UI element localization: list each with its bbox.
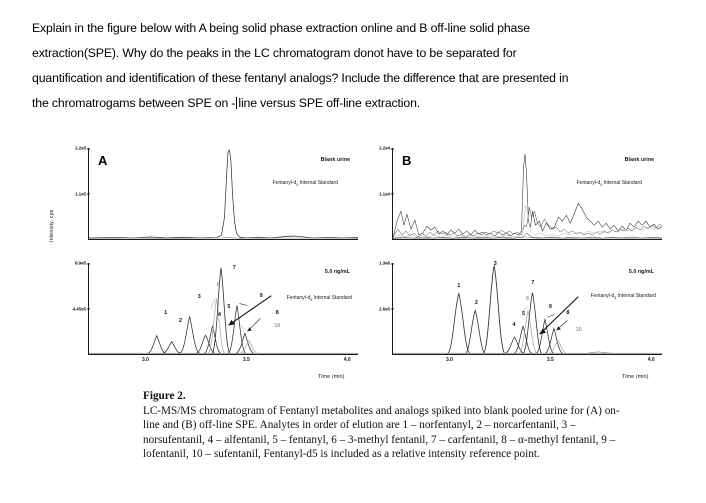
panel-a-online-spe: 2.2e5 1.1e5 A Blank urine Fentanyl-d5 In… [60, 146, 359, 381]
panel-a-peak-label-9: 9 [259, 293, 263, 300]
panel-b-spiked-traces [393, 264, 662, 354]
panel-a-blank-urine-subplot: 2.2e5 1.1e5 A Blank urine Fentanyl-d5 In… [60, 146, 359, 256]
figure-caption: Figure 2. LC-MS/MS chromatogram of Fenta… [143, 389, 623, 462]
panel-a-spiked-ytick-max: 8.9e5 [75, 261, 90, 266]
panel-b-spiked-subplot: 1.3e6 2.6e5 5.0 ng/mL Fentanyl-d5 Intern… [364, 261, 662, 371]
panel-a-peak-label-1: 1 [164, 310, 168, 317]
panel-b-offline-spe: 2.2e4 1.1e4 B Blank urine Fentanyl-d5 In… [364, 146, 663, 381]
panel-b-peak-label-2: 2 [474, 300, 478, 307]
question-line-1: Explain in the figure below with A being… [32, 21, 530, 35]
panel-a-peak-label-10: 10 [274, 323, 281, 330]
panel-b-blank-urine-label: Blank urine [624, 157, 654, 163]
panel-b-peak-label-8: 8 [566, 310, 570, 317]
panel-b-blank-ytick-mid: 1.1e4 [379, 191, 394, 196]
panel-a-xtick-4-0: 4.0 [343, 357, 351, 363]
panel-b-peak-label-7: 7 [531, 280, 535, 287]
text-cursor [236, 97, 238, 109]
panel-b-spiked-ytick-max: 1.3e6 [379, 261, 394, 266]
panel-a-blank-trace [88, 149, 359, 239]
panel-a-peak-label-8: 8 [275, 310, 279, 317]
panel-b-spiked-plot-frame: 1.3e6 2.6e5 5.0 ng/mL Fentanyl-d5 Intern… [379, 261, 662, 363]
panel-a-spiked-internal-standard-label: Fentanyl-d5 Internal Standard [286, 295, 352, 302]
panel-a-spiked-subplot: 8.9e5 4.45e5 5.0 ng/mL Fentanyl-d5 Inter… [60, 261, 358, 371]
panel-b-blank-plot-frame: 2.2e4 1.1e4 B Blank urine Fentanyl-d5 In… [379, 146, 663, 240]
panel-a-xtick-3-5: 3.5 [242, 357, 250, 363]
panel-a-peak-label-6: 6 [216, 282, 220, 289]
question-line-4: the chromatrogams between SPE on - line v… [32, 91, 680, 116]
panel-b-peak-label-4: 4 [512, 322, 516, 329]
panel-b-xtick-3-0: 3.0 [446, 357, 453, 363]
question-line-4-pre: the chromatrogams between SPE on - [32, 96, 236, 110]
panel-a-peak-label-4: 4 [217, 312, 221, 319]
panel-b-peak-label-6: 6 [526, 295, 529, 302]
question-line-4-post: line versus SPE off-line extraction. [238, 96, 421, 110]
panel-a-peak-label-7: 7 [232, 264, 236, 271]
chart-area: 2.2e5 1.1e5 A Blank urine Fentanyl-d5 In… [52, 146, 676, 381]
figure-caption-title: Figure 2. [143, 390, 186, 402]
panel-b-concentration-label: 5.0 ng/mL [628, 269, 654, 275]
panel-a-concentration-label: 5.0 ng/mL [324, 269, 350, 275]
panel-b-xtick-3-5: 3.5 [546, 357, 554, 363]
question-prompt: Explain in the figure below with A being… [32, 16, 680, 116]
panel-a-peak-label-2: 2 [178, 317, 182, 324]
panel-b-blank-ytick-max: 2.2e4 [379, 146, 394, 151]
panel-b-peak-label-1: 1 [457, 283, 461, 290]
panel-a-peak-label-3: 3 [197, 293, 201, 300]
panel-b-blank-urine-subplot: 2.2e4 1.1e4 B Blank urine Fentanyl-d5 In… [364, 146, 663, 256]
panel-a-peak-label-5: 5 [227, 303, 231, 310]
x-axis-title-panel-b: Time (min) [622, 374, 649, 380]
panel-a-blank-internal-standard-label: Fentanyl-d5 Internal Standard [272, 180, 338, 187]
panel-a-blank-urine-label: Blank urine [320, 157, 350, 163]
panel-b-blank-internal-standard-label: Fentanyl-d5 Internal Standard [576, 180, 642, 187]
panel-b-peak-label-9: 9 [548, 303, 552, 310]
panel-a-letter: A [98, 153, 108, 168]
panel-a-spiked-traces [89, 267, 358, 354]
x-axis-title-panel-a: Time (min) [318, 374, 345, 380]
panel-b-letter: B [402, 153, 412, 168]
question-line-2: extraction(SPE). Why do the peaks in the… [32, 46, 517, 60]
panel-a-blank-ytick-mid: 1.1e5 [75, 191, 90, 196]
figure-caption-body: LC-MS/MS chromatogram of Fentanyl metabo… [143, 404, 620, 461]
figure-2: Intensity, cps Time (min) Time (min) 2.2… [0, 146, 706, 503]
panel-a-xtick-3-0: 3.0 [142, 357, 149, 363]
panel-b-xtick-4-0: 4.0 [647, 357, 655, 363]
panel-b-peak-label-5: 5 [521, 311, 525, 318]
panel-b-blank-noise-traces [392, 153, 663, 239]
panel-a-blank-plot-frame: 2.2e5 1.1e5 A Blank urine Fentanyl-d5 In… [75, 146, 359, 240]
panel-b-peak-label-10: 10 [575, 326, 582, 333]
panel-a-blank-ytick-max: 2.2e5 [75, 146, 90, 151]
panel-b-spiked-internal-standard-label: Fentanyl-d5 Internal Standard [590, 293, 656, 300]
question-line-3: quantification and identification of the… [32, 71, 569, 85]
panel-b-spiked-ytick-mid: 2.6e5 [379, 306, 394, 311]
panel-b-peak-label-3: 3 [493, 261, 497, 268]
panel-a-spiked-ytick-mid: 4.45e5 [73, 306, 90, 311]
panel-a-spiked-plot-frame: 8.9e5 4.45e5 5.0 ng/mL Fentanyl-d5 Inter… [73, 261, 358, 363]
